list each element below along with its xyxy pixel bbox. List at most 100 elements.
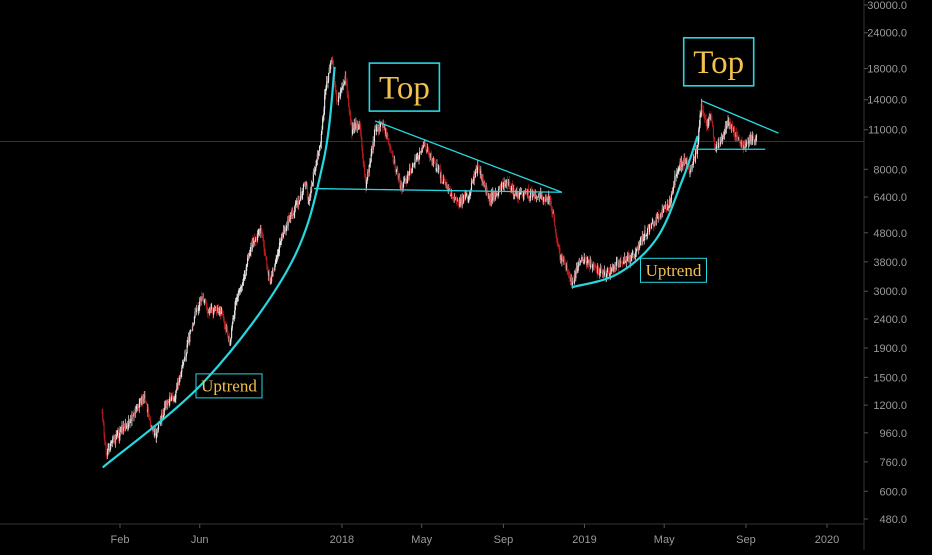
candle-up-body (400, 185, 402, 189)
candle-up-body (618, 261, 620, 267)
top-label: Top (693, 45, 744, 81)
candle-up-body (244, 275, 246, 276)
candle-up-body (235, 299, 237, 301)
candle-up-body (403, 181, 405, 184)
candle-down-body (477, 164, 479, 168)
candle-down-body (346, 81, 348, 83)
candle-down-body (637, 248, 639, 250)
candle-up-body (577, 265, 579, 273)
candle-up-body (538, 194, 540, 197)
candle-down-body (509, 186, 511, 190)
candle-down-body (413, 163, 415, 165)
candle-down-body (388, 143, 390, 145)
candle-up-body (107, 448, 109, 454)
candle-up-body (250, 247, 252, 252)
candle-down-body (379, 124, 381, 127)
candle-up-body (607, 270, 609, 272)
candle-up-body (246, 264, 248, 267)
candle-down-body (417, 155, 419, 161)
candle-down-body (387, 134, 389, 139)
candle-down-body (375, 126, 377, 132)
candle-down-body (593, 264, 595, 266)
candle-up-body (686, 160, 688, 164)
candle-down-body (296, 201, 298, 207)
candle-down-body (364, 173, 366, 178)
candle-up-body (185, 353, 187, 357)
candle-down-body (169, 396, 172, 402)
candle-down-body (292, 210, 294, 215)
candle-down-body (356, 122, 358, 129)
candle-down-body (420, 151, 422, 153)
candle-down-body (601, 272, 603, 275)
trendline (701, 100, 779, 134)
candle-up-body (698, 125, 700, 130)
candle-up-body (257, 231, 259, 236)
candle-down-body (307, 197, 309, 204)
candle-down-body (263, 241, 265, 252)
candle-up-body (108, 447, 110, 449)
candle-down-body (554, 217, 556, 226)
candle-up-body (122, 425, 124, 431)
candle-down-body (348, 106, 350, 112)
x-tick-label: Jun (191, 534, 209, 546)
candle-up-body (534, 192, 536, 199)
candle-down-body (565, 264, 567, 271)
candle-up-body (300, 191, 302, 200)
candle-down-body (681, 160, 683, 167)
annotation-0: Top (368, 62, 441, 112)
candle-down-body (392, 154, 394, 158)
candle-down-body (317, 153, 319, 156)
candle-up-body (423, 141, 425, 146)
candle-down-body (251, 247, 253, 250)
y-tick-label: 3000.0 (873, 286, 907, 298)
candle-down-body (203, 297, 205, 303)
candle-up-body (467, 197, 469, 199)
candle-up-body (299, 199, 301, 202)
candle-up-body (415, 158, 417, 160)
candle-down-body (191, 330, 193, 332)
candle-up-body (647, 225, 649, 229)
candle-up-body (170, 399, 172, 402)
candle-up-body (579, 260, 582, 263)
candle-down-body (188, 337, 190, 342)
candle-up-body (497, 193, 499, 196)
candle-up-body (365, 181, 368, 188)
candle-down-body (550, 200, 552, 209)
candle-up-body (672, 184, 675, 191)
candle-down-body (555, 228, 557, 235)
candle-up-body (474, 172, 477, 178)
candle-up-body (632, 253, 634, 255)
candle-down-body (742, 146, 744, 150)
candle-down-body (571, 277, 573, 285)
candle-down-body (710, 116, 712, 120)
candle-down-body (439, 168, 441, 170)
candle-up-body (639, 245, 641, 249)
candle-up-body (241, 286, 243, 288)
candle-down-body (149, 419, 151, 421)
candle-up-body (603, 270, 605, 275)
candle-up-body (166, 400, 168, 405)
candle-down-body (653, 221, 655, 227)
candle-down-body (334, 82, 336, 90)
candle-down-body (433, 158, 435, 163)
candle-up-body (330, 61, 332, 70)
candle-down-body (399, 182, 401, 189)
candle-down-body (674, 175, 677, 179)
candle-up-body (274, 264, 276, 270)
candle-down-body (104, 441, 106, 445)
x-tick-label: Sep (736, 534, 756, 546)
candle-down-body (590, 261, 592, 265)
candle-up-body (678, 168, 681, 170)
candle-up-body (646, 234, 648, 235)
candle-down-body (487, 193, 489, 198)
candle-down-body (573, 282, 575, 284)
candle-down-body (544, 200, 546, 202)
candle-up-body (203, 300, 205, 303)
candle-up-body (543, 198, 545, 200)
candle-down-body (102, 412, 104, 421)
candle-up-body (157, 422, 160, 430)
candle-down-body (512, 185, 514, 194)
candle-up-body (338, 93, 340, 97)
candle-up-body (316, 160, 318, 165)
candle-down-body (429, 154, 431, 158)
